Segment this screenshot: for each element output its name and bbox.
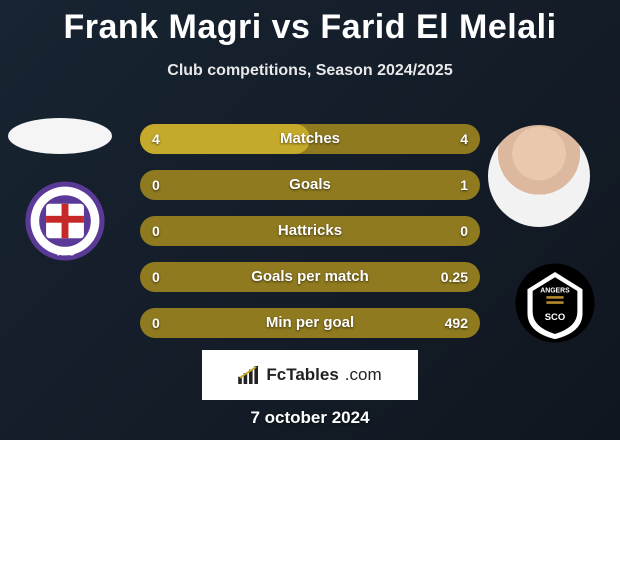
stat-row: 01Goals — [140, 170, 480, 200]
page-title: Frank Magri vs Farid El Melali — [0, 8, 620, 47]
stat-row: 00Hattricks — [140, 216, 480, 246]
page-subtitle: Club competitions, Season 2024/2025 — [0, 62, 620, 80]
stat-row: 44Matches — [140, 124, 480, 154]
crest-left-cross-h — [46, 216, 84, 223]
stat-label: Goals per match — [140, 262, 480, 292]
stat-label: Hattricks — [140, 216, 480, 246]
stat-label: Matches — [140, 124, 480, 154]
stat-label: Goals — [140, 170, 480, 200]
source-logo: FcTables .com — [202, 350, 418, 400]
club-crest-left: TFC — [20, 178, 110, 264]
stat-label: Min per goal — [140, 308, 480, 338]
date-label: 7 october 2024 — [0, 408, 620, 428]
crest-right-label2: SCO — [545, 312, 566, 323]
crest-left-label: TFC — [55, 247, 76, 258]
bar-chart-icon — [238, 366, 260, 384]
player-right-photo — [488, 125, 590, 227]
crest-right-stripe-2 — [546, 301, 563, 304]
logo-brand: FcTables — [266, 365, 338, 385]
stat-row: 0492Min per goal — [140, 308, 480, 338]
club-crest-right: ANGERS SCO — [510, 260, 600, 346]
comparison-card: Frank Magri vs Farid El Melali Club comp… — [0, 0, 620, 580]
stat-row: 00.25Goals per match — [140, 262, 480, 292]
bg-bottom — [0, 440, 620, 580]
crest-right-label: ANGERS — [540, 288, 570, 295]
logo-suffix: .com — [345, 365, 382, 385]
crest-right-stripe-1 — [546, 296, 563, 299]
player-left-photo — [8, 118, 112, 154]
